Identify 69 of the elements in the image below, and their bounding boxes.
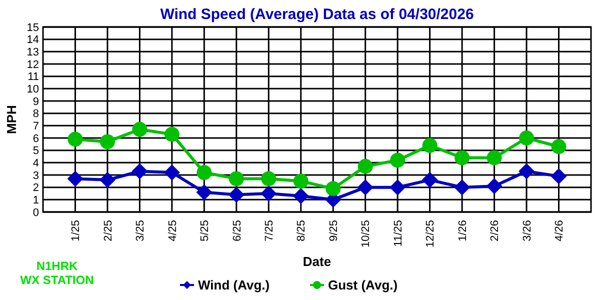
point: [454, 179, 470, 196]
chart-title: Wind Speed (Average) Data as of 04/30/2026: [160, 6, 474, 23]
y-tick-label: 3: [32, 170, 39, 182]
point: [390, 152, 406, 168]
x-axis-title: Date: [302, 254, 332, 269]
legend-label: Gust (Avg.): [328, 278, 398, 293]
legend-label: Wind (Avg.): [198, 278, 270, 293]
point: [454, 150, 470, 166]
point: [358, 158, 373, 174]
point: [260, 186, 277, 202]
point: [357, 179, 374, 196]
x-tick-label: 1/26: [456, 220, 469, 242]
y-tick-label: 7: [32, 120, 39, 133]
point: [196, 184, 212, 200]
point: [422, 172, 438, 188]
x-tick-label: 11/25: [392, 220, 404, 247]
point: [68, 132, 83, 147]
point: [164, 126, 180, 142]
point: [551, 139, 566, 154]
x-tick-label: 5/25: [199, 220, 212, 242]
x-tick-label: 2/25: [102, 220, 114, 242]
y-tick-label: 6: [32, 132, 39, 145]
point: [422, 138, 438, 153]
point: [326, 181, 341, 196]
y-tick-label: 4: [32, 158, 39, 170]
point: [519, 130, 534, 146]
point: [486, 150, 502, 166]
x-tick-label: 3/26: [521, 220, 534, 242]
y-tick-label: 13: [26, 46, 39, 59]
y-tick-label: 14: [26, 34, 39, 46]
x-tick-label: 1/25: [70, 220, 82, 242]
point: [292, 188, 309, 204]
point: [390, 179, 406, 196]
y-axis-title: MPH: [4, 105, 19, 134]
y-tick-label: 5: [32, 145, 39, 158]
x-tick-label: 9/25: [328, 220, 340, 242]
point: [196, 165, 212, 180]
point: [550, 168, 567, 184]
y-tick-label: 10: [26, 84, 39, 96]
y-tick-label: 9: [32, 96, 39, 108]
x-tick-label: 4/26: [554, 220, 566, 242]
point: [99, 172, 116, 188]
y-tick-label: 15: [26, 22, 39, 34]
point: [486, 178, 502, 194]
x-tick-label: 4/25: [166, 220, 179, 242]
y-tick-label: 11: [28, 71, 39, 84]
y-tick-label: 8: [32, 108, 39, 120]
y-tick-label: 2: [32, 182, 39, 194]
x-tick-label: 10/25: [360, 220, 372, 248]
point: [293, 174, 308, 189]
point: [132, 163, 148, 180]
x-tick-label: 8/25: [296, 220, 308, 242]
x-tick-label: 12/25: [424, 220, 437, 248]
x-tick-label: 7/25: [263, 220, 276, 242]
x-tick-label: 6/25: [231, 220, 244, 242]
point: [67, 170, 84, 187]
point: [132, 122, 148, 137]
x-tick-label: 3/25: [134, 220, 147, 242]
point: [164, 164, 180, 181]
point: [228, 186, 244, 203]
point: [228, 171, 244, 186]
point: [518, 163, 535, 180]
x-tick-label: 2/26: [489, 220, 502, 242]
text: N1HRK WX STATION: [20, 259, 94, 287]
y-tick-label: 1: [32, 194, 39, 207]
y-tick-label: 0: [32, 206, 39, 219]
y-tick-label: 12: [26, 58, 39, 71]
point: [100, 134, 115, 150]
point: [261, 171, 276, 186]
